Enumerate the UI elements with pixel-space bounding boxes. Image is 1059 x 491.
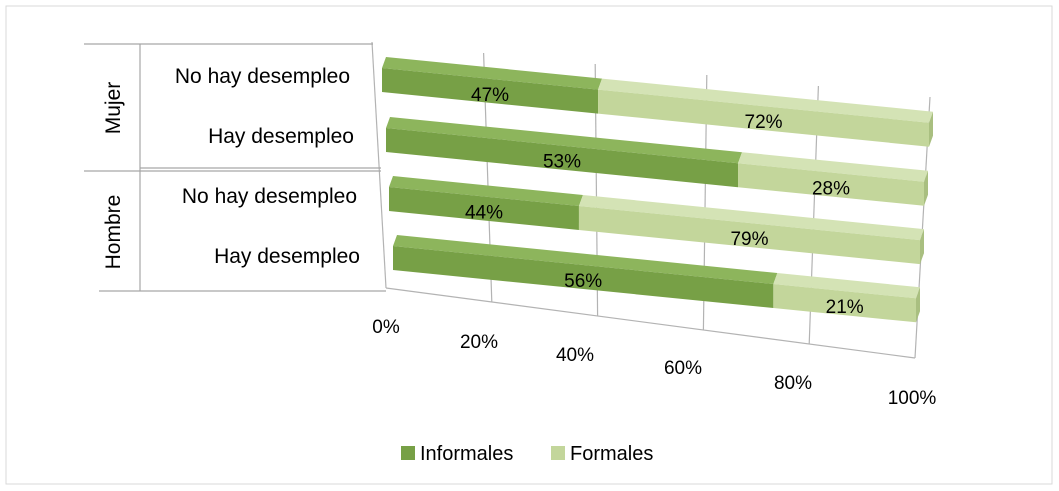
- bar-top-informales: [393, 235, 778, 285]
- bar-top-informales: [386, 117, 743, 164]
- data-label-formales: 28%: [812, 179, 850, 200]
- value-axis: 0% 20% 40% 60% 80% 100%: [372, 317, 936, 409]
- category-label: Hay desempleo: [214, 245, 360, 268]
- data-label-informales: 56%: [564, 271, 602, 292]
- bar-end-cap: [929, 111, 933, 147]
- x-tick-label: 80%: [774, 373, 812, 394]
- x-tick-label: 100%: [888, 388, 937, 409]
- bar-formales: [738, 163, 924, 206]
- bar-informales: [386, 128, 739, 188]
- x-tick-label: 0%: [372, 317, 400, 338]
- gridline: [371, 41, 387, 289]
- legend-swatch-informales: [401, 446, 415, 460]
- legend: Informales Formales: [401, 443, 653, 465]
- data-label-informales: 53%: [543, 152, 581, 173]
- floor-edge: [385, 287, 916, 359]
- group-label: Mujer: [102, 82, 125, 135]
- bars: [382, 57, 933, 323]
- bar-formales: [578, 205, 920, 265]
- bar-informales: [393, 246, 774, 309]
- data-label-formales: 21%: [826, 297, 864, 318]
- category-label: Hay desempleo: [208, 125, 354, 148]
- bar-top-informales: [382, 57, 603, 90]
- data-label-formales: 72%: [745, 112, 783, 133]
- bar-top-formales: [578, 194, 924, 241]
- x-tick-label: 40%: [556, 345, 594, 366]
- data-label-informales: 44%: [465, 202, 503, 223]
- bar-top-formales: [738, 152, 928, 182]
- legend-label-informales: Informales: [420, 443, 513, 465]
- legend-swatch-formales: [551, 446, 565, 460]
- data-label-informales: 47%: [471, 85, 509, 106]
- x-tick-label: 20%: [460, 332, 498, 353]
- group-label: Hombre: [102, 195, 125, 270]
- bar-top-informales: [389, 176, 583, 206]
- bar-formales: [598, 89, 929, 147]
- data-labels: 47% 72% 53% 28% 44% 79% 56% 21%: [465, 85, 864, 318]
- legend-label-formales: Formales: [570, 443, 653, 465]
- bar-top-formales: [773, 273, 920, 299]
- bar-end-cap: [916, 287, 920, 323]
- data-label-formales: 79%: [730, 229, 768, 250]
- bar-informales: [382, 68, 599, 114]
- category-axis: Mujer No hay desempleo Hay desempleo Hombre…: [84, 43, 386, 292]
- bar-end-cap: [920, 229, 924, 265]
- category-label: No hay desempleo: [182, 185, 357, 208]
- bar-informales: [389, 187, 579, 230]
- bar-top-formales: [598, 78, 933, 123]
- bar-formales: [773, 284, 916, 323]
- category-label: No hay desempleo: [175, 65, 350, 88]
- bar-end-cap: [924, 170, 928, 206]
- x-tick-label: 60%: [664, 358, 702, 379]
